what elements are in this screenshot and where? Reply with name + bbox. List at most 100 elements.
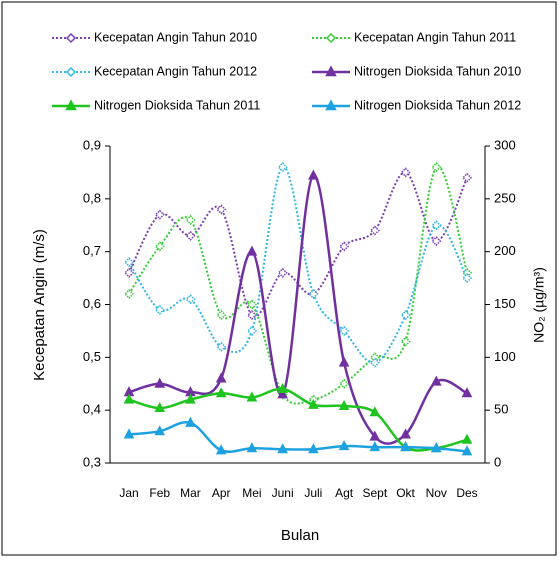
marker: [369, 406, 381, 417]
x-tick-label: Agt: [335, 486, 354, 500]
marker: [461, 433, 473, 444]
legend-label: Kecepatan Angin Tahun 2010: [94, 30, 257, 44]
legend-label: Kecepatan Angin Tahun 2012: [94, 64, 257, 78]
marker: [123, 393, 135, 404]
marker: [308, 288, 319, 299]
marker: [215, 444, 227, 455]
y-axis-label: Kecepatan Angin (m/s): [31, 229, 48, 381]
legend-marker: [325, 32, 337, 44]
y-tick-label: 0,8: [83, 190, 101, 205]
x-tick-label: Jan: [119, 486, 138, 500]
marker: [308, 398, 319, 409]
marker: [369, 430, 381, 441]
legend-marker: [65, 99, 77, 111]
legend-marker: [325, 65, 337, 77]
marker: [338, 440, 350, 451]
x-tick-label: Okt: [396, 486, 415, 500]
marker: [154, 401, 166, 413]
marker: [154, 209, 165, 220]
marker: [277, 267, 288, 278]
marker: [400, 441, 411, 452]
marker: [215, 387, 227, 398]
y-tick-label: 0,5: [83, 349, 101, 364]
marker: [185, 393, 196, 404]
y2-tick-label: 250: [494, 190, 516, 205]
y2-tick-label: 0: [494, 454, 501, 469]
frame: [1, 1, 557, 556]
marker: [308, 443, 319, 454]
marker: [369, 225, 380, 236]
y2-tick-label: 300: [494, 137, 516, 152]
x-tick-label: Nov: [426, 486, 447, 500]
y-tick-label: 0,6: [83, 296, 101, 311]
y2-tick-label: 100: [494, 349, 516, 364]
marker: [369, 357, 380, 368]
y2-tick-label: 150: [494, 296, 516, 311]
y-tick-label: 0,7: [83, 243, 101, 258]
legend-marker: [325, 99, 337, 111]
marker: [431, 220, 442, 231]
marker: [308, 169, 319, 180]
legend-label: Nitrogen Dioksida Tahun 2011: [94, 98, 260, 112]
x-axis-label: Bulan: [281, 527, 319, 544]
marker: [123, 267, 135, 278]
marker: [461, 387, 473, 398]
marker: [185, 230, 196, 241]
marker: [123, 428, 135, 439]
marker: [246, 245, 258, 256]
marker: [246, 391, 258, 402]
series-line: [128, 165, 468, 405]
marker: [154, 241, 165, 252]
marker: [339, 241, 350, 252]
marker: [369, 441, 381, 452]
marker: [216, 204, 227, 215]
legend-label: Nitrogen Dioksida Tahun 2010: [354, 64, 521, 78]
marker: [277, 382, 288, 394]
x-tick-label: Apr: [212, 486, 231, 500]
x-tick-label: Sept: [362, 486, 387, 500]
marker: [430, 442, 442, 453]
y-tick-label: 0,9: [83, 137, 101, 152]
marker: [430, 375, 442, 386]
marker: [154, 304, 165, 315]
marker: [338, 356, 350, 367]
marker: [277, 162, 288, 173]
marker: [461, 172, 473, 183]
marker: [216, 310, 227, 321]
y2-tick-label: 50: [494, 402, 508, 417]
marker: [338, 399, 350, 410]
y-tick-label: 0,4: [83, 402, 101, 417]
marker: [185, 416, 196, 427]
legend-marker: [65, 66, 77, 78]
marker: [185, 294, 196, 305]
marker: [400, 336, 411, 347]
marker: [400, 310, 411, 321]
marker: [461, 273, 473, 284]
marker: [400, 428, 411, 439]
legend-label: Kecepatan Angin Tahun 2011: [354, 30, 516, 44]
y2-axis-label: NO₂ (µg/m³): [531, 267, 547, 343]
marker: [339, 325, 350, 336]
marker: [216, 341, 227, 352]
marker: [339, 378, 350, 389]
marker: [400, 167, 411, 178]
x-tick-label: Juni: [272, 486, 294, 500]
marker: [431, 236, 442, 247]
marker: [154, 377, 166, 388]
legend-marker: [65, 32, 77, 44]
x-tick-label: Feb: [149, 486, 170, 500]
marker: [215, 372, 227, 383]
marker: [246, 310, 257, 321]
x-tick-label: Des: [456, 486, 477, 500]
marker: [123, 257, 135, 268]
marker: [277, 388, 288, 399]
series-line: [128, 166, 468, 364]
marker: [246, 299, 257, 310]
marker: [185, 214, 196, 226]
marker: [154, 425, 166, 436]
legend-label: Nitrogen Dioksida Tahun 2012: [354, 98, 521, 112]
marker: [123, 288, 135, 299]
y-tick-label: 0,3: [83, 454, 101, 469]
marker: [431, 162, 442, 173]
marker: [246, 325, 257, 336]
